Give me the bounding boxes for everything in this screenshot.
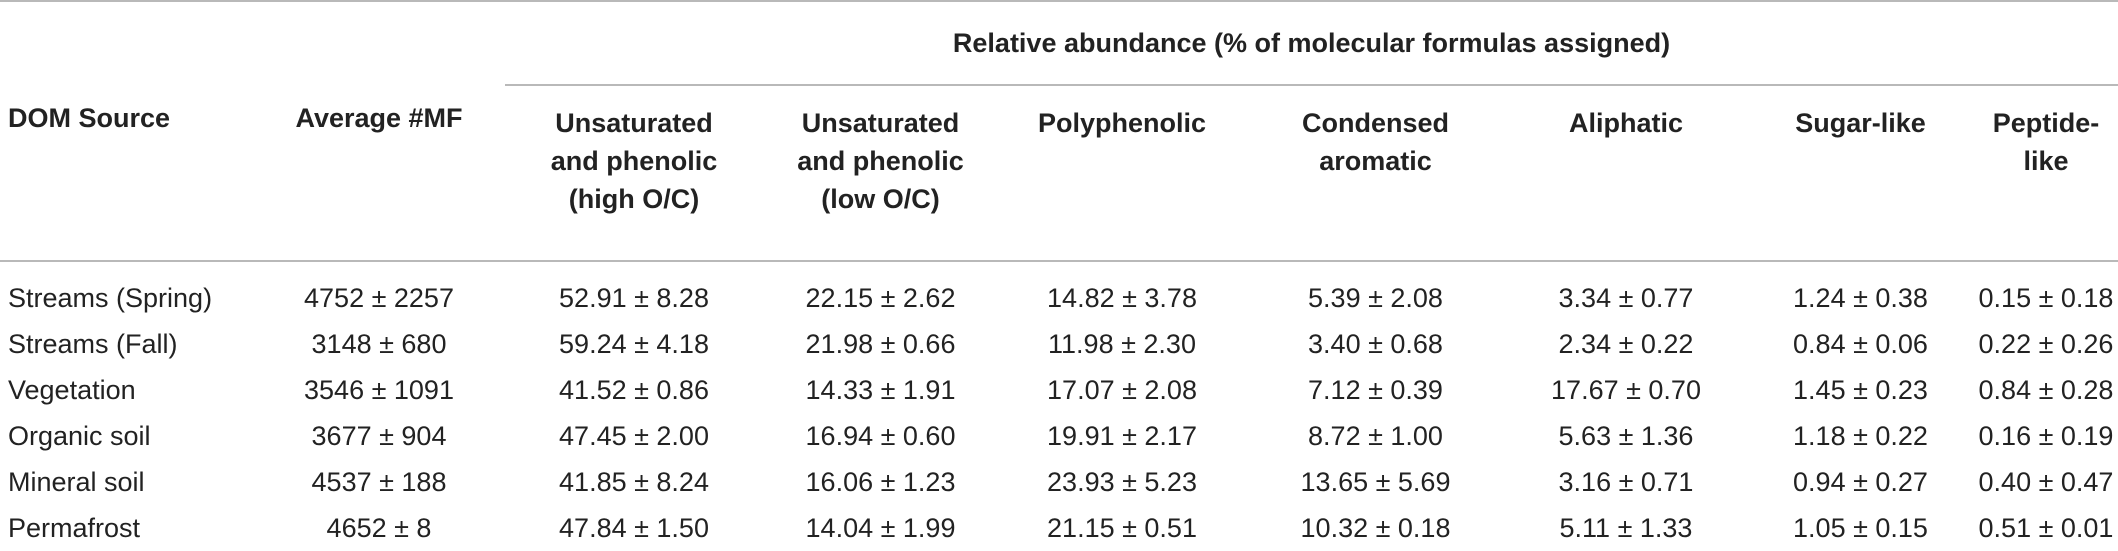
- table-row: Organic soil 3677 ± 904 47.45 ± 2.00 16.94 …: [0, 413, 2118, 459]
- abundance-cell: 41.85 ± 8.24: [559, 466, 709, 497]
- column-header-line: and phenolic: [797, 146, 964, 176]
- abundance-cell: 1.05 ± 0.15: [1793, 512, 1928, 543]
- dom-source-cell: Permafrost: [8, 512, 141, 543]
- abundance-cell: 2.34 ± 0.22: [1558, 328, 1694, 359]
- abundance-cell: 0.15 ± 0.18: [1978, 282, 2114, 313]
- avg-header: Average #MF: [253, 85, 505, 262]
- column-header-line: aromatic: [1319, 146, 1432, 176]
- column-header: Unsaturated and phenolic (high O/C): [505, 85, 763, 262]
- column-header: Unsaturated and phenolic (low O/C): [763, 85, 998, 262]
- average-mf-cell: 4537 ± 188: [311, 466, 447, 497]
- column-header-line: Peptide-like: [1992, 108, 2100, 176]
- column-header-line: and phenolic: [550, 146, 718, 176]
- abundance-cell: 17.07 ± 2.08: [1047, 374, 1197, 405]
- average-mf-cell: 3677 ± 904: [311, 420, 447, 451]
- abundance-cell: 52.91 ± 8.28: [559, 282, 709, 313]
- abundance-cell: 3.34 ± 0.77: [1558, 282, 1694, 313]
- table-row: Streams (Spring) 4752 ± 2257 52.91 ± 8.28 2…: [0, 261, 2118, 321]
- abundance-cell: 14.33 ± 1.91: [805, 374, 956, 405]
- abundance-cell: 21.98 ± 0.66: [805, 328, 956, 359]
- column-header-line: Sugar-like: [1795, 108, 1926, 138]
- column-header-line: Polyphenolic: [1037, 108, 1207, 138]
- column-header-line: Unsaturated: [801, 108, 960, 138]
- abundance-cell: 14.82 ± 3.78: [1047, 282, 1197, 313]
- table-body: Streams (Spring) 4752 ± 2257 52.91 ± 8.28 2…: [0, 261, 2118, 551]
- abundance-cell: 41.52 ± 0.86: [559, 374, 709, 405]
- table-row: Permafrost 4652 ± 8 47.84 ± 1.50 14.04 ± 1.…: [0, 505, 2118, 551]
- dom-source-cell: Vegetation: [8, 374, 136, 405]
- dom-source-cell: Streams (Fall): [8, 328, 178, 359]
- average-mf-cell: 3546 ± 1091: [304, 374, 454, 405]
- column-header-line: Aliphatic: [1568, 108, 1683, 138]
- column-header-line: (high O/C): [568, 184, 700, 214]
- group-header-row: Relative abundance (% of molecular formu…: [0, 2, 2118, 86]
- abundance-cell: 5.11 ± 1.33: [1559, 512, 1693, 543]
- column-header: Peptide-like: [1974, 85, 2118, 262]
- table-row: Vegetation 3546 ± 1091 41.52 ± 0.86 14.33 ±…: [0, 367, 2118, 413]
- average-mf-cell: 3148 ± 680: [311, 328, 447, 359]
- dom-source-cell: Mineral soil: [8, 466, 145, 497]
- abundance-cell: 1.24 ± 0.38: [1793, 282, 1928, 313]
- abundance-cell: 23.93 ± 5.23: [1047, 466, 1197, 497]
- group-header: Relative abundance (% of molecular formu…: [505, 2, 2118, 86]
- empty-header-cell: [0, 2, 253, 85]
- abundance-cell: 0.16 ± 0.19: [1978, 420, 2114, 451]
- abundance-cell: 47.84 ± 1.50: [559, 512, 709, 543]
- abundance-cell: 0.94 ± 0.27: [1793, 466, 1928, 497]
- abundance-cell: 13.65 ± 5.69: [1300, 466, 1451, 497]
- abundance-cell: 47.45 ± 2.00: [559, 420, 709, 451]
- abundance-cell: 0.40 ± 0.47: [1978, 466, 2114, 497]
- column-header: Polyphenolic: [998, 85, 1246, 262]
- average-mf-cell: 4652 ± 8: [326, 512, 432, 543]
- table-row: Mineral soil 4537 ± 188 41.85 ± 8.24 16.06 …: [0, 459, 2118, 505]
- abundance-cell: 59.24 ± 4.18: [559, 328, 709, 359]
- abundance-cell: 0.84 ± 0.28: [1978, 374, 2114, 405]
- column-header-line: (low O/C): [821, 184, 940, 214]
- column-header: Aliphatic: [1505, 85, 1747, 262]
- column-header-row: DOM Source Average #MF Unsaturated and ph…: [0, 85, 2118, 262]
- abundance-cell: 0.84 ± 0.06: [1793, 328, 1928, 359]
- abundance-cell: 16.94 ± 0.60: [805, 420, 956, 451]
- abundance-cell: 14.04 ± 1.99: [805, 512, 956, 543]
- dom-source-cell: Streams (Spring): [8, 282, 213, 313]
- abundance-cell: 0.51 ± 0.01: [1978, 512, 2114, 543]
- abundance-cell: 5.63 ± 1.36: [1558, 420, 1694, 451]
- dom-source-cell: Organic soil: [8, 420, 151, 451]
- average-mf-cell: 4752 ± 2257: [304, 282, 454, 313]
- abundance-cell: 11.98 ± 2.30: [1048, 328, 1196, 359]
- table-row: Streams (Fall) 3148 ± 680 59.24 ± 4.18 21.9…: [0, 321, 2118, 367]
- abundance-cell: 3.40 ± 0.68: [1308, 328, 1443, 359]
- abundance-cell: 21.15 ± 0.51: [1047, 512, 1197, 543]
- column-header-line: Unsaturated: [555, 108, 713, 138]
- abundance-cell: 5.39 ± 2.08: [1308, 282, 1443, 313]
- abundance-cell: 7.12 ± 0.39: [1308, 374, 1443, 405]
- column-header-line: Condensed: [1301, 108, 1449, 138]
- abundance-cell: 16.06 ± 1.23: [805, 466, 956, 497]
- abundance-cell: 3.16 ± 0.71: [1558, 466, 1694, 497]
- column-header: Sugar-like: [1747, 85, 1974, 262]
- row-header: DOM Source: [0, 85, 253, 262]
- empty-header-cell: [253, 2, 505, 85]
- abundance-cell: 0.22 ± 0.26: [1978, 328, 2114, 359]
- abundance-cell: 19.91 ± 2.17: [1047, 420, 1197, 451]
- abundance-cell: 8.72 ± 1.00: [1308, 420, 1443, 451]
- abundance-cell: 10.32 ± 0.18: [1300, 512, 1451, 543]
- abundance-cell: 17.67 ± 0.70: [1551, 374, 1701, 405]
- abundance-cell: 1.45 ± 0.23: [1793, 374, 1928, 405]
- column-header: Condensed aromatic: [1246, 85, 1505, 262]
- abundance-cell: 22.15 ± 2.62: [805, 282, 956, 313]
- abundance-cell: 1.18 ± 0.22: [1793, 420, 1928, 451]
